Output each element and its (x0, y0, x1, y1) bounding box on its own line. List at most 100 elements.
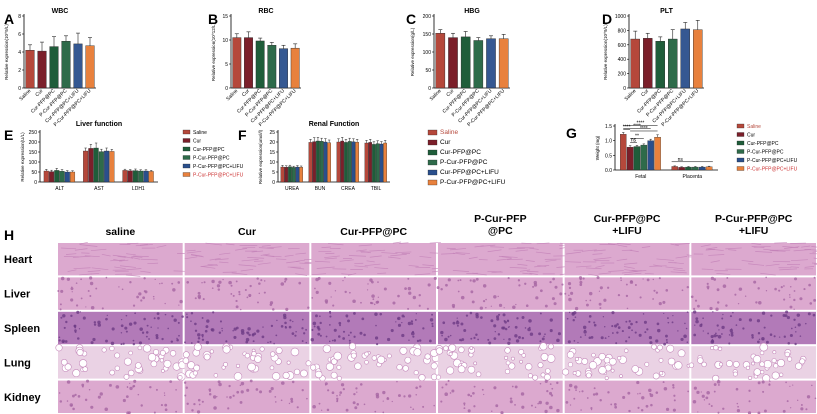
fiber-mark (123, 256, 134, 259)
nucleus-mark (570, 291, 574, 295)
nucleus-mark (568, 297, 572, 302)
significance-label: ns (678, 157, 684, 163)
nucleus-mark (58, 336, 61, 339)
nucleus-mark (782, 409, 786, 413)
fiber-mark (147, 262, 159, 265)
alveolus-mark (322, 344, 332, 353)
nucleus-mark (534, 406, 537, 408)
nucleus-mark (667, 321, 670, 324)
alveolus-mark (182, 351, 190, 359)
nucleus-mark (663, 342, 667, 346)
nucleus-mark (687, 390, 690, 393)
fiber-mark (779, 268, 797, 271)
alveolus-mark (76, 348, 84, 356)
nucleus-mark (415, 313, 417, 315)
alveolus-mark (505, 360, 511, 366)
nucleus-mark (586, 303, 589, 307)
fiber-mark (670, 271, 687, 274)
nucleus-mark (411, 330, 415, 334)
nucleus-mark (658, 277, 661, 280)
nucleus-mark (157, 327, 159, 329)
legend-swatch (427, 149, 438, 156)
nucleus-mark (805, 408, 808, 411)
tissue-image (435, 342, 563, 381)
nucleus-mark (132, 339, 135, 342)
nucleus-mark (74, 393, 77, 397)
nucleus-mark (235, 299, 238, 303)
significance-label: ** (635, 133, 639, 139)
nucleus-mark (191, 409, 194, 412)
fiber-mark (235, 248, 248, 251)
nucleus-mark (126, 386, 129, 388)
nucleus-mark (292, 320, 294, 323)
y-tick-label: 1.5 (605, 124, 612, 130)
alveolus-mark (777, 359, 786, 367)
nucleus-mark (726, 277, 729, 279)
fiber-mark (187, 250, 202, 254)
nucleus-mark (90, 405, 94, 409)
alveolus-mark (55, 344, 63, 352)
fiber-mark (618, 244, 628, 248)
nucleus-mark (722, 313, 724, 316)
nucleus-mark (230, 284, 233, 287)
nucleus-mark (564, 292, 567, 295)
fiber-mark (784, 246, 800, 249)
alveolus-mark (333, 351, 342, 361)
tissue-image (691, 310, 816, 346)
bar (640, 144, 648, 171)
nucleus-mark (206, 319, 210, 323)
nucleus-mark (412, 408, 415, 411)
nucleus-mark (780, 286, 783, 289)
nucleus-mark (70, 314, 73, 318)
fiber-mark (324, 255, 340, 259)
panel-letter: C (406, 11, 416, 27)
nucleus-mark (544, 379, 548, 383)
nucleus-mark (339, 394, 341, 396)
nucleus-mark (329, 324, 331, 326)
nucleus-mark (172, 288, 176, 292)
fiber-mark (87, 270, 101, 272)
fiber-mark (515, 249, 529, 252)
nucleus-mark (782, 314, 786, 318)
nucleus-mark (313, 325, 316, 328)
nucleus-mark (397, 317, 399, 320)
nucleus-mark (185, 386, 188, 390)
nucleus-mark (75, 304, 79, 307)
alveolus-mark (254, 355, 262, 363)
alveolus-mark (101, 347, 107, 353)
nucleus-mark (515, 303, 517, 306)
nucleus-mark (528, 319, 532, 323)
nucleus-mark (738, 287, 743, 291)
alveolus-mark (222, 345, 231, 354)
alveolus-mark (142, 344, 152, 353)
nucleus-mark (431, 325, 434, 328)
fiber-mark (399, 242, 409, 244)
nucleus-mark (604, 326, 606, 328)
nucleus-mark (518, 284, 521, 287)
y-tick-label: 5 (225, 62, 228, 68)
fiber-mark (608, 243, 619, 246)
nucleus-mark (757, 332, 761, 335)
y-tick-label: 15 (222, 14, 228, 20)
nucleus-mark (655, 339, 659, 343)
nucleus-mark (349, 291, 351, 294)
nucleus-mark (241, 331, 245, 335)
nucleus-mark (238, 290, 241, 294)
alveolus-mark (128, 369, 135, 377)
nucleus-mark (284, 321, 287, 325)
nucleus-mark (198, 403, 201, 406)
x-tick-label: LDH1 (132, 186, 145, 192)
nucleus-mark (290, 397, 294, 401)
nucleus-mark (574, 385, 578, 389)
column-header-line: @PC (488, 225, 513, 237)
legend-label: Saline (193, 130, 207, 136)
nucleus-mark (263, 291, 266, 294)
nucleus-mark (280, 282, 285, 286)
nucleus-mark (93, 323, 97, 326)
nucleus-mark (696, 390, 700, 395)
nucleus-mark (359, 331, 363, 335)
alveolus-mark (153, 349, 160, 356)
nucleus-mark (276, 319, 278, 322)
nucleus-mark (133, 379, 137, 383)
